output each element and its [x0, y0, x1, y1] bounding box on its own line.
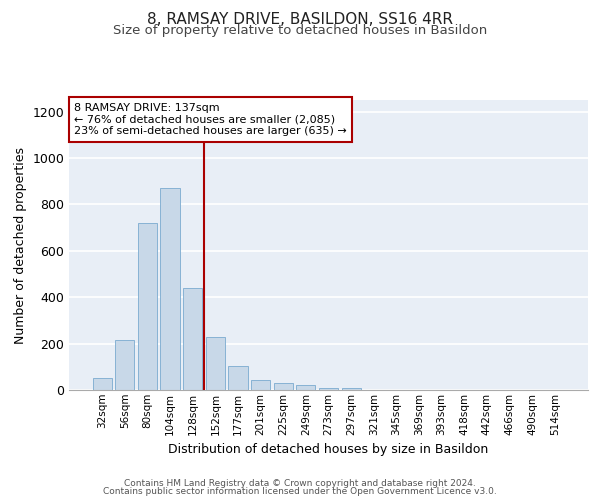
Bar — [319, 388, 338, 390]
Text: Size of property relative to detached houses in Basildon: Size of property relative to detached ho… — [113, 24, 487, 37]
Bar — [138, 223, 157, 390]
Bar — [251, 380, 270, 390]
Bar — [160, 188, 180, 390]
Bar — [296, 386, 316, 390]
Bar — [229, 366, 248, 390]
Bar — [274, 382, 293, 390]
Bar — [206, 336, 225, 390]
Y-axis label: Number of detached properties: Number of detached properties — [14, 146, 27, 344]
Bar — [341, 388, 361, 390]
Text: 8 RAMSAY DRIVE: 137sqm
← 76% of detached houses are smaller (2,085)
23% of semi-: 8 RAMSAY DRIVE: 137sqm ← 76% of detached… — [74, 103, 347, 136]
Bar — [115, 340, 134, 390]
X-axis label: Distribution of detached houses by size in Basildon: Distribution of detached houses by size … — [169, 443, 488, 456]
Bar — [183, 288, 202, 390]
Text: 8, RAMSAY DRIVE, BASILDON, SS16 4RR: 8, RAMSAY DRIVE, BASILDON, SS16 4RR — [147, 12, 453, 28]
Bar — [92, 378, 112, 390]
Text: Contains public sector information licensed under the Open Government Licence v3: Contains public sector information licen… — [103, 487, 497, 496]
Text: Contains HM Land Registry data © Crown copyright and database right 2024.: Contains HM Land Registry data © Crown c… — [124, 478, 476, 488]
